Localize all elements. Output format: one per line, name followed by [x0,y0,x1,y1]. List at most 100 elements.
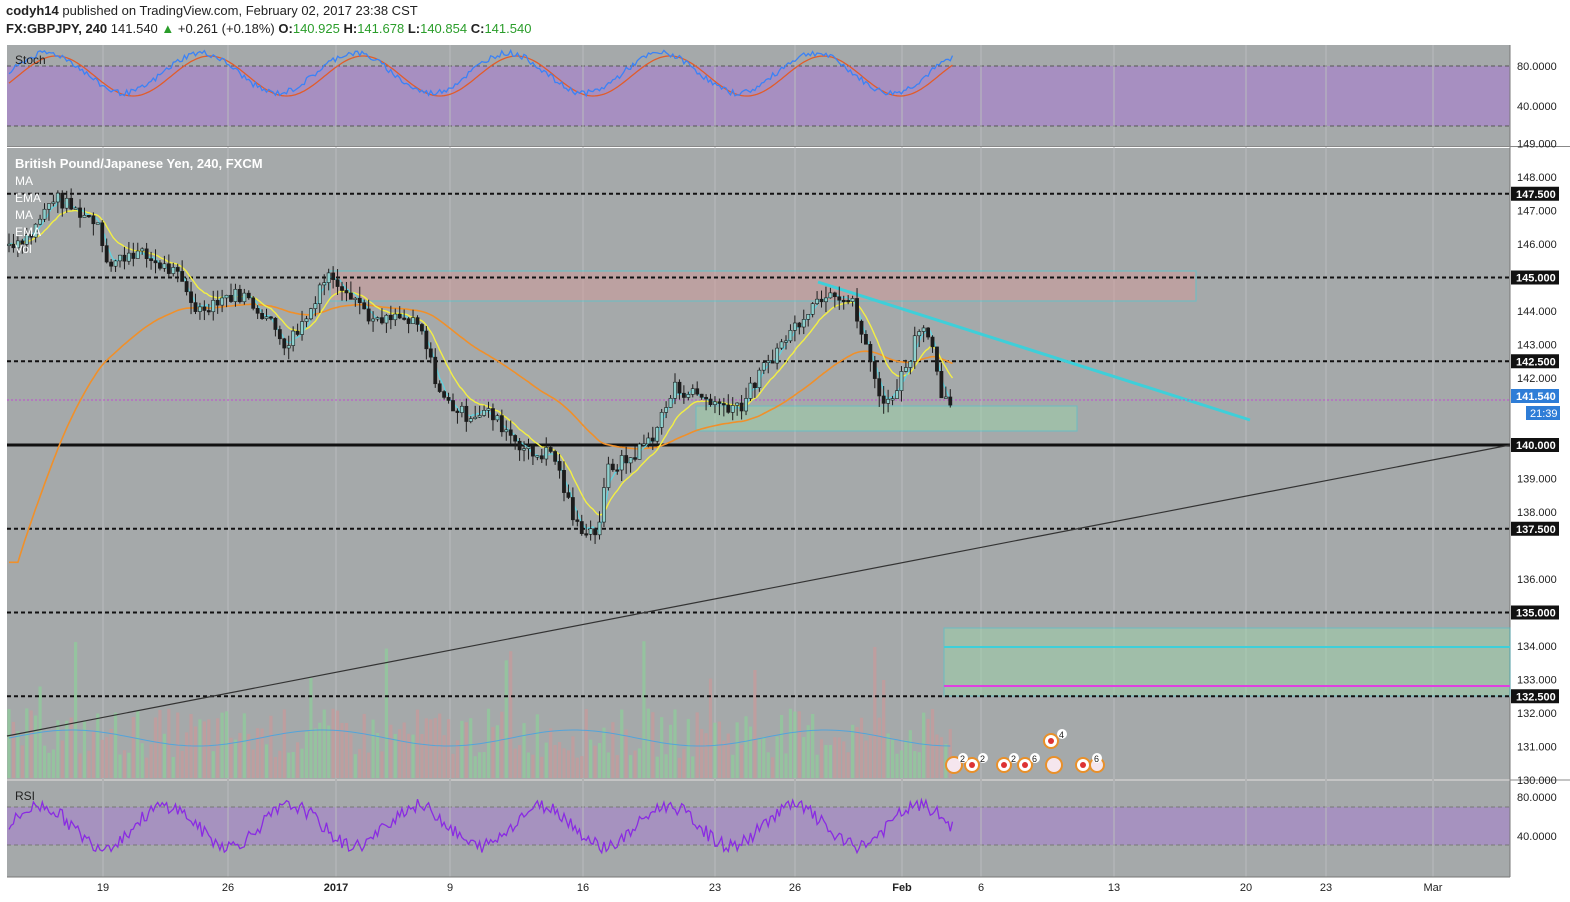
price-axis-ticks: 149.000 148.000 147.000 146.000 145.000 144.0… [1517,139,1557,788]
volume-bar [655,756,659,778]
event-markers[interactable]: 2 2 2 6 4 6 [945,729,1105,774]
volume-bar [811,713,815,778]
volume-bar [717,721,721,778]
volume-bar [722,740,726,778]
volume-bar [251,749,255,778]
volume-bar [500,711,504,778]
volume-bar [504,660,508,778]
volume-bar [256,728,260,778]
candle-body [935,346,939,372]
volume-bar [105,737,109,778]
volume-bar [788,708,793,778]
stoch-d-line [8,55,953,97]
volume-bar [549,728,553,778]
volume-bar [344,723,349,778]
volume-bar [358,748,362,778]
volume-bar [602,727,606,778]
candle-body [713,401,717,405]
candle-body [135,250,140,259]
volume-bar [304,731,309,778]
volume-bar [47,752,51,778]
volume-bar [868,735,872,778]
volume-bar [287,752,291,778]
rsi-label: RSI [15,789,35,803]
volume-bar [269,715,273,778]
volume-bar [757,739,761,778]
time-tick-label: 20 [1240,882,1252,894]
candle-body [91,215,96,225]
event-count: 2 [980,754,985,764]
author-name[interactable]: codyh14 [6,3,59,18]
volume-bar [145,757,149,778]
candle-body [348,292,353,300]
candle-body [464,405,469,422]
candle-body [721,403,726,406]
candle-body [286,345,291,349]
candle-body [730,405,735,413]
candle-body [681,392,686,398]
time-axis-ticks: 19 26 2017 9 16 23 26 Feb 6 13 20 23 Mar [97,882,1443,894]
volume-bar [571,736,575,778]
volume-bar [771,757,775,778]
last-price: 141.540 [110,21,158,36]
candle-body [60,192,65,209]
candle-body [20,240,25,245]
candle-body [841,299,846,303]
candle-body [380,317,384,324]
uk-flag-icon[interactable] [945,756,963,774]
volume-bars [7,641,952,778]
candle-body [668,398,673,408]
volume-bar [300,748,304,778]
candle-body [699,393,704,398]
event-count-badge [1009,753,1019,763]
volume-bar [149,744,153,778]
volume-bar [611,722,615,778]
price-tick-label: 146.000 [1517,239,1557,251]
volume-bar [122,750,127,778]
stoch-axis-80: 80.0000 [1517,61,1557,73]
volume-bar [331,708,335,778]
volume-bar [704,733,708,778]
volume-bar [411,734,415,778]
candle-body [264,316,269,319]
volume-bar [522,723,526,778]
volume-bar [455,740,460,778]
candle-body [522,448,526,451]
volume-bar [371,719,375,778]
candle-body [397,313,402,319]
candle-body [761,362,766,371]
time-tick-label: 13 [1108,882,1120,894]
volume-bar [384,648,388,778]
volume-bar [127,752,131,778]
last-price-tag-text: 141.540 [1516,391,1556,403]
volume-bar [660,717,664,778]
event-count-badge [1030,753,1040,763]
volume-bar [691,756,695,778]
indicator-label-ma: MA [15,174,33,188]
candle-body [459,405,464,413]
volume-bar [25,708,29,778]
volume-bar [7,709,11,778]
candle-body [375,317,380,320]
candle-body [95,222,100,225]
uk-flag-icon[interactable] [1045,756,1063,774]
candle-body [690,388,695,395]
candle-body [388,314,393,321]
candle-body [744,398,748,412]
volume-bar [327,725,331,778]
volume-bar [398,729,402,778]
high-label: H: [343,21,358,36]
candle-body [557,461,562,471]
volume-bar [544,742,548,778]
volume-bar [87,750,91,778]
candle-body [206,310,211,313]
candle-body [357,297,362,303]
volume-bar [731,754,735,778]
volume-bar [775,736,779,778]
candle-body [424,330,429,350]
candle-body [895,390,899,399]
candle-body [646,437,651,445]
candle-body [846,300,851,303]
candle-body [104,245,109,263]
